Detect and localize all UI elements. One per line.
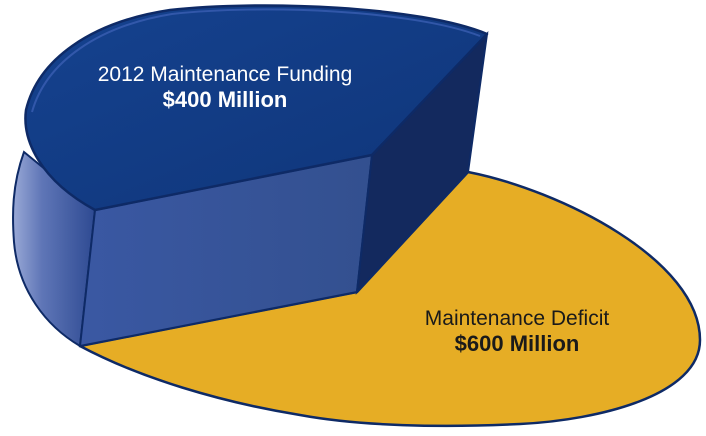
deficit-label: Maintenance Deficit $600 Million [372, 306, 662, 358]
funding-slice-value: $400 Million [162, 87, 288, 113]
slice-funding-top-face [24, 4, 489, 212]
deficit-slice-name: Maintenance Deficit [424, 307, 610, 330]
slice-funding-rim-highlight [31, 8, 481, 113]
deficit-slice-value: $600 Million [454, 331, 580, 357]
funding-label: 2012 Maintenance Funding $400 Million [60, 62, 390, 114]
slice-funding-side-wall [12, 150, 97, 348]
funding-slice-name: 2012 Maintenance Funding [97, 63, 353, 86]
slice-maintenance-deficit [78, 170, 702, 428]
